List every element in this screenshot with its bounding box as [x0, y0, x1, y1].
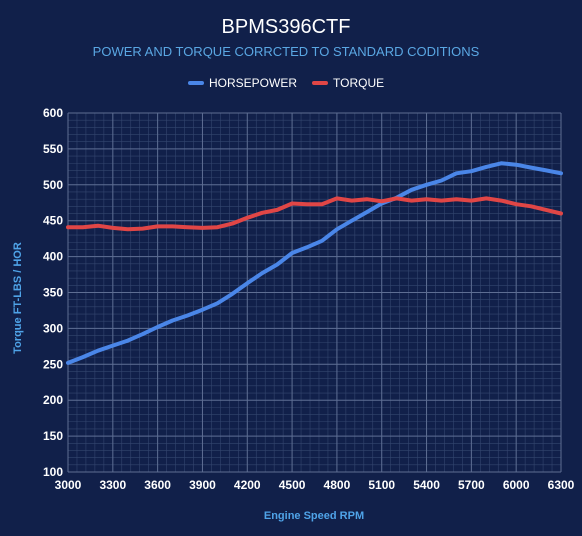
y-tick-label: 350: [43, 286, 63, 300]
x-tick-label: 4200: [234, 478, 261, 492]
legend: HORSEPOWER TORQUE: [188, 76, 384, 90]
y-tick-label: 200: [43, 393, 63, 407]
y-axis-ticks: 100 150 200 250 300 350 400 450 500 550 600: [43, 106, 63, 479]
x-tick-label: 3300: [99, 478, 126, 492]
x-tick-label: 4500: [279, 478, 306, 492]
y-tick-label: 500: [43, 178, 63, 192]
y-tick-label: 300: [43, 321, 63, 335]
x-axis-label: Engine Speed RPM: [264, 510, 364, 522]
y-tick-label: 150: [43, 429, 63, 443]
y-tick-label: 550: [43, 142, 63, 156]
series-lines: [66, 161, 563, 365]
x-tick-label: 6300: [548, 478, 575, 492]
y-axis-label: Torque FT-LBS / HOR: [12, 242, 24, 354]
y-tick-label: 250: [43, 357, 63, 371]
x-tick-label: 5700: [458, 478, 485, 492]
chart-subtitle: POWER AND TORQUE CORRCTED TO STANDARD CO…: [93, 44, 480, 59]
x-tick-label: 3000: [55, 478, 82, 492]
x-tick-label: 5400: [413, 478, 440, 492]
grid: [67, 112, 562, 473]
x-axis-ticks: 3000 3300 3600 3900 4200 4500 4800 5100 5400 5700…: [55, 478, 575, 492]
chart-title: BPMS396CTF: [222, 16, 351, 38]
y-tick-label: 450: [43, 214, 63, 228]
legend-label: HORSEPOWER: [209, 76, 297, 90]
legend-label: TORQUE: [333, 76, 384, 90]
y-tick-label: 600: [43, 106, 63, 120]
y-tick-label: 400: [43, 250, 63, 264]
x-tick-label: 4800: [324, 478, 351, 492]
x-tick-label: 5100: [368, 478, 395, 492]
series-line-horsepower: [66, 161, 563, 365]
x-tick-label: 6000: [503, 478, 530, 492]
y-tick-label: 100: [43, 465, 63, 479]
x-tick-label: 3600: [144, 478, 171, 492]
series-line-torque: [66, 196, 563, 232]
x-tick-label: 3900: [189, 478, 216, 492]
